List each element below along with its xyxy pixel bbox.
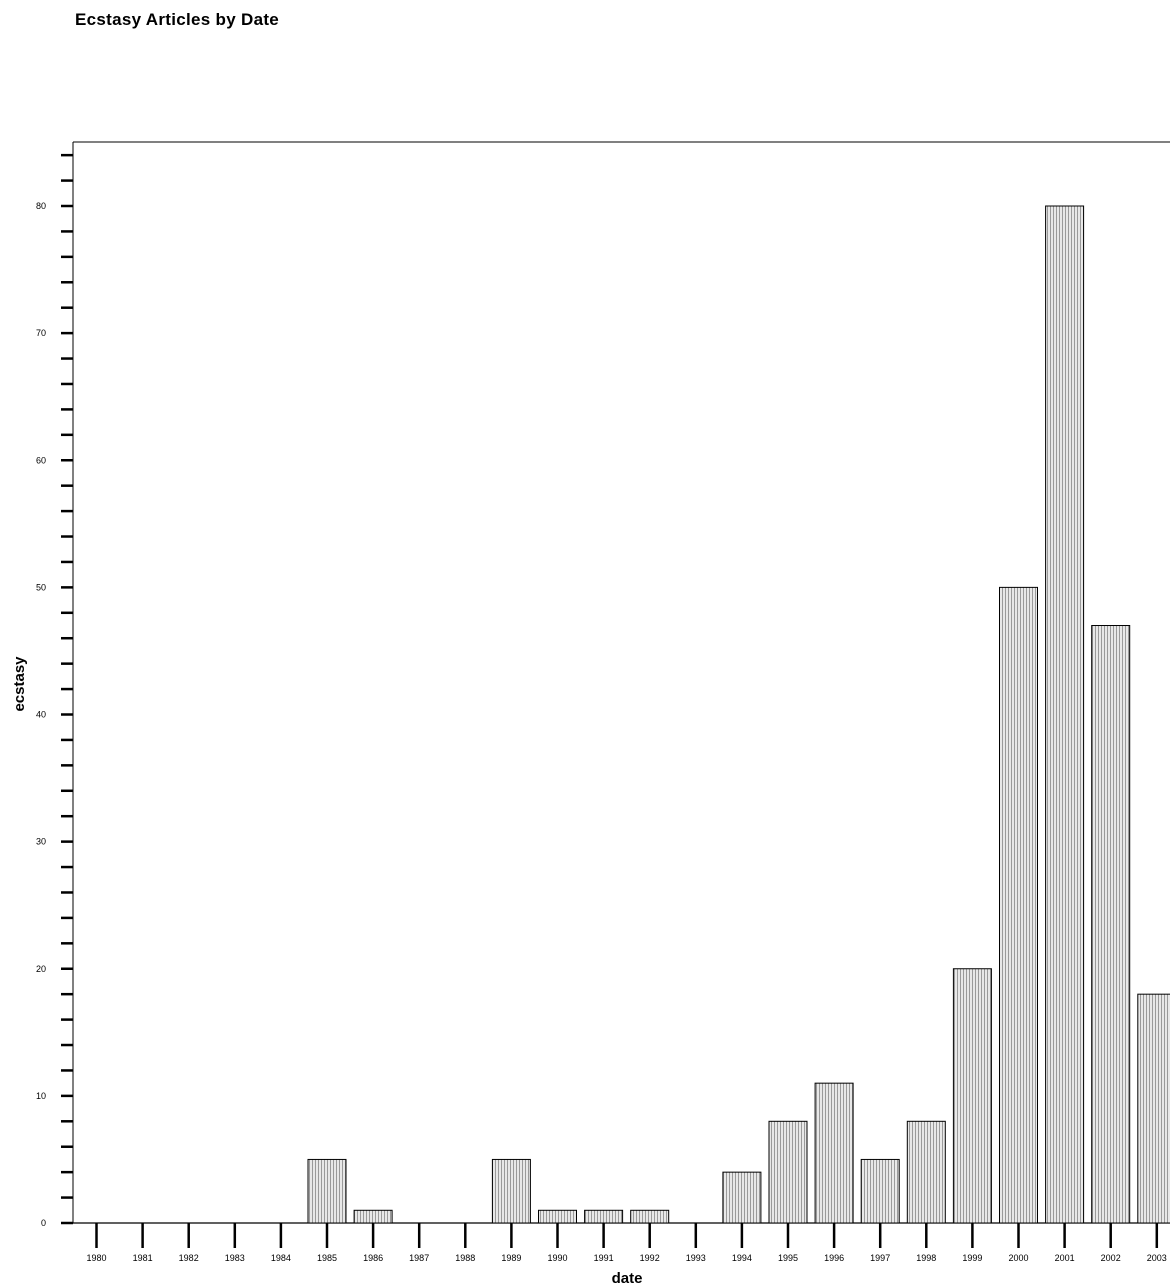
bar-2001 <box>1045 205 1085 1224</box>
x-tick-label: 1994 <box>732 1253 752 1263</box>
y-tick-label: 50 <box>36 582 46 592</box>
bar-1998 <box>906 1120 946 1224</box>
bar-1996 <box>814 1082 854 1224</box>
y-axis-label: ecstasy <box>11 656 28 712</box>
x-tick-label: 1987 <box>409 1253 429 1263</box>
y-tick-label: 80 <box>36 201 46 211</box>
x-tick-label: 1989 <box>501 1253 521 1263</box>
x-tick-label: 1998 <box>916 1253 936 1263</box>
x-tick-label: 1993 <box>686 1253 706 1263</box>
bar-2003 <box>1137 993 1170 1224</box>
x-tick-label: 2000 <box>1008 1253 1028 1263</box>
x-tick-label: 1982 <box>179 1253 199 1263</box>
bar-1990 <box>538 1209 577 1224</box>
x-tick-label: 1996 <box>824 1253 844 1263</box>
x-tick-label: 1995 <box>778 1253 798 1263</box>
x-tick-label: 1985 <box>317 1253 337 1263</box>
y-tick-label: 70 <box>36 328 46 338</box>
x-tick-label: 1983 <box>225 1253 245 1263</box>
x-tick-label: 1988 <box>455 1253 475 1263</box>
x-tick-label: 1991 <box>594 1253 614 1263</box>
bar-1991 <box>584 1209 624 1224</box>
x-tick-label: 2001 <box>1055 1253 1075 1263</box>
x-tick-label: 2002 <box>1101 1253 1121 1263</box>
bar-2000 <box>999 586 1038 1224</box>
chart-title: Ecstasy Articles by Date <box>75 10 280 29</box>
bar-1999 <box>952 968 992 1224</box>
x-tick-label: 1999 <box>962 1253 982 1263</box>
bar-1994 <box>722 1171 762 1224</box>
y-tick-label: 0 <box>41 1218 46 1228</box>
bar-1992 <box>630 1209 670 1224</box>
x-tick-label: 1984 <box>271 1253 291 1263</box>
y-axis: 0 10 20 30 40 50 60 70 80 <box>36 142 74 1228</box>
y-tick-label: 40 <box>36 710 46 720</box>
x-tick-label: 1990 <box>547 1253 567 1263</box>
y-tick-label: 30 <box>36 837 46 847</box>
bar-1995 <box>768 1120 808 1224</box>
bar-1986 <box>353 1209 393 1224</box>
bar-2002 <box>1091 625 1131 1224</box>
x-tick-label: 2003 <box>1147 1253 1167 1263</box>
x-axis-label: date <box>612 1270 643 1286</box>
bar-1997 <box>860 1158 900 1224</box>
x-tick-label: 1981 <box>133 1253 153 1263</box>
x-tick-label: 1997 <box>870 1253 890 1263</box>
y-tick-label: 20 <box>36 964 46 974</box>
x-axis: 1980 1981 1982 1983 1984 1985 1986 1987 1988 1989… <box>73 1222 1170 1263</box>
x-tick-label: 1980 <box>86 1253 106 1263</box>
bar-1989 <box>491 1158 531 1224</box>
y-tick-label: 60 <box>36 455 46 465</box>
x-tick-label: 1986 <box>363 1253 383 1263</box>
bar-1985 <box>307 1158 347 1224</box>
x-tick-label: 1992 <box>640 1253 660 1263</box>
y-tick-label: 10 <box>36 1091 46 1101</box>
bars-group <box>307 205 1170 1224</box>
